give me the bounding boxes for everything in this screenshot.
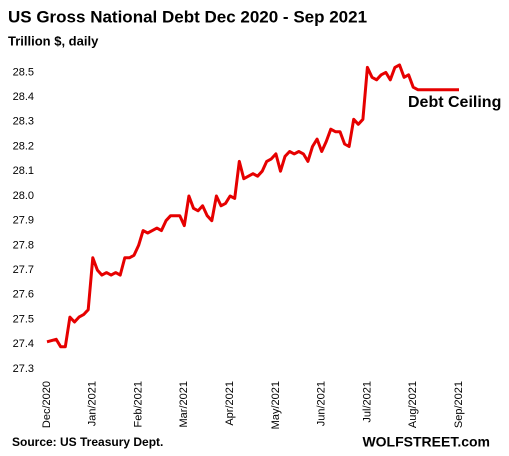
x-tick-label: Jun/2021	[316, 381, 328, 426]
y-tick-label: 27.4	[13, 338, 34, 350]
y-tick-label: 28.0	[13, 190, 34, 202]
y-tick-label: 28.5	[13, 66, 34, 78]
y-tick-label: 27.3	[13, 363, 34, 375]
y-tick-label: 27.8	[13, 239, 34, 251]
chart-subtitle: Trillion $, daily	[8, 33, 99, 48]
y-tick-label: 28.2	[13, 140, 34, 152]
y-tick-label: 27.5	[13, 313, 34, 325]
x-tick-label: Aug/2021	[407, 381, 419, 428]
x-tick-label: Apr/2021	[224, 381, 236, 426]
x-tick-label: Feb/2021	[132, 381, 144, 427]
y-tick-label: 28.3	[13, 116, 34, 128]
y-tick-label: 28.1	[13, 165, 34, 177]
x-tick-label: Jul/2021	[361, 381, 373, 423]
x-tick-label: Jan/2021	[87, 381, 99, 426]
x-tick-label: Dec/2020	[41, 381, 53, 428]
x-tick-label: Sep/2021	[453, 381, 465, 428]
x-tick-label: Mar/2021	[178, 381, 190, 427]
chart-title: US Gross National Debt Dec 2020 - Sep 20…	[8, 7, 367, 26]
y-tick-label: 27.7	[13, 264, 34, 276]
line	[46, 63, 459, 349]
x-tick-label: May/2021	[270, 381, 282, 429]
annotation: Debt Ceiling	[408, 94, 501, 111]
y-tick-label: 27.6	[13, 289, 34, 301]
y-tick-label: 28.4	[13, 91, 34, 103]
y-tick-label: 27.9	[13, 215, 34, 227]
credit: WOLFSTREET.com	[362, 434, 490, 450]
source: Source: US Treasury Dept.	[12, 435, 163, 449]
